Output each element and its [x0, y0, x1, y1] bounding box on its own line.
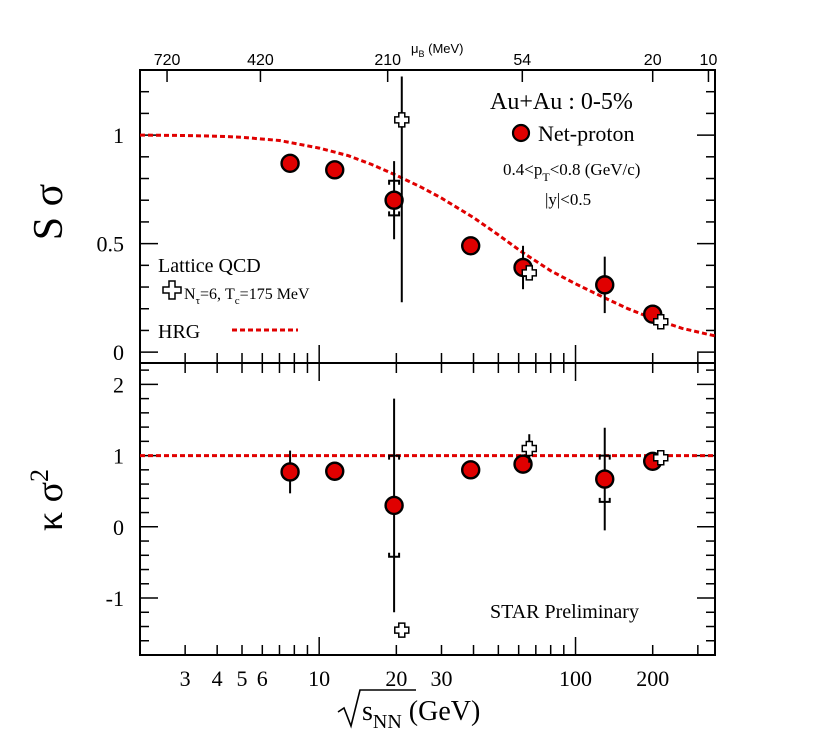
star-preliminary-label: STAR Preliminary [490, 601, 639, 623]
hrg-curves [139, 133, 716, 458]
lattice-point [394, 622, 410, 638]
x-tick-label: 30 [430, 666, 452, 691]
x-tick-label: 5 [237, 666, 248, 691]
net-proton-point [280, 153, 300, 174]
top-axis-label: μB (MeV) [411, 41, 464, 59]
net-proton-sys-bracket [598, 497, 611, 503]
legend-lattice-marker [162, 280, 182, 300]
lattice-point [394, 112, 410, 128]
x-tick-label: 10 [308, 666, 330, 691]
y-tick-label: 1 [113, 123, 124, 148]
net-proton-sys-bracket [388, 179, 401, 185]
net-proton-point [595, 469, 615, 489]
top-axis-tick-label: 420 [247, 52, 274, 69]
net-proton-point [384, 190, 404, 210]
pt-cut-label: 0.4<pT<0.8 (GeV/c) [503, 160, 640, 184]
bottom-y-axis-label: κ σ2 [25, 469, 71, 531]
x-tick-label: 3 [180, 666, 191, 691]
net-proton-sys-bracket [598, 454, 611, 460]
lattice-point [521, 440, 538, 457]
top-axis-tick-label: 54 [513, 52, 531, 69]
y-tick-label: 1 [113, 444, 124, 469]
net-proton-point [325, 160, 345, 180]
x-tick-label: 4 [212, 666, 223, 691]
net-proton-point [384, 495, 404, 516]
top-axis-tick-label: 20 [644, 52, 662, 69]
lattice-params-label: Nτ=6, Tc=175 MeV [184, 286, 310, 307]
net-proton-point [513, 454, 533, 474]
lattice-title: Lattice QCD [158, 255, 261, 277]
top-y-axis-label: S σ [26, 184, 72, 241]
x-tick-label: 200 [636, 666, 669, 691]
lattice-point [521, 265, 538, 281]
x-tick-label: 6 [257, 666, 268, 691]
top-axis-tick-label: 210 [374, 52, 401, 69]
bottom-panel-frame [139, 362, 716, 656]
net-proton-point [595, 275, 615, 295]
y-tick-label: 2 [113, 372, 124, 397]
lattice-point [652, 314, 669, 330]
legend-net-proton-label: Net-proton [538, 121, 635, 146]
x-axis-label: sNN (GeV) [337, 689, 480, 733]
net-proton-point [460, 236, 481, 256]
net-proton-point [325, 461, 345, 481]
y-cut-label: |y|<0.5 [545, 190, 591, 209]
system-label: Au+Au : 0-5% [490, 89, 633, 115]
net-proton-sys-bracket [388, 211, 401, 217]
y-tick-label: -1 [106, 586, 124, 611]
y-tick-label: 0.5 [97, 232, 125, 257]
net-proton-point [280, 462, 300, 482]
top-axis-tick-label: 720 [154, 52, 181, 69]
data-points [280, 76, 669, 638]
hrg-legend-label: HRG [158, 321, 200, 343]
net-proton-point [460, 460, 481, 480]
x-tick-label: 20 [385, 666, 407, 691]
hrg-curve [139, 133, 716, 338]
top-axis-tick-label: 10 [700, 52, 718, 69]
y-tick-label: 0 [113, 340, 124, 365]
axis-ticks [139, 69, 715, 656]
x-tick-label: 100 [559, 666, 592, 691]
net-proton-sys-bracket [388, 552, 401, 558]
net-proton-sys-bracket [388, 454, 401, 460]
lattice-point [652, 449, 669, 466]
svg-text:sNN (GeV): sNN (GeV) [362, 696, 480, 733]
legend-net-proton-marker [511, 123, 531, 143]
y-tick-label: 0 [113, 515, 124, 540]
